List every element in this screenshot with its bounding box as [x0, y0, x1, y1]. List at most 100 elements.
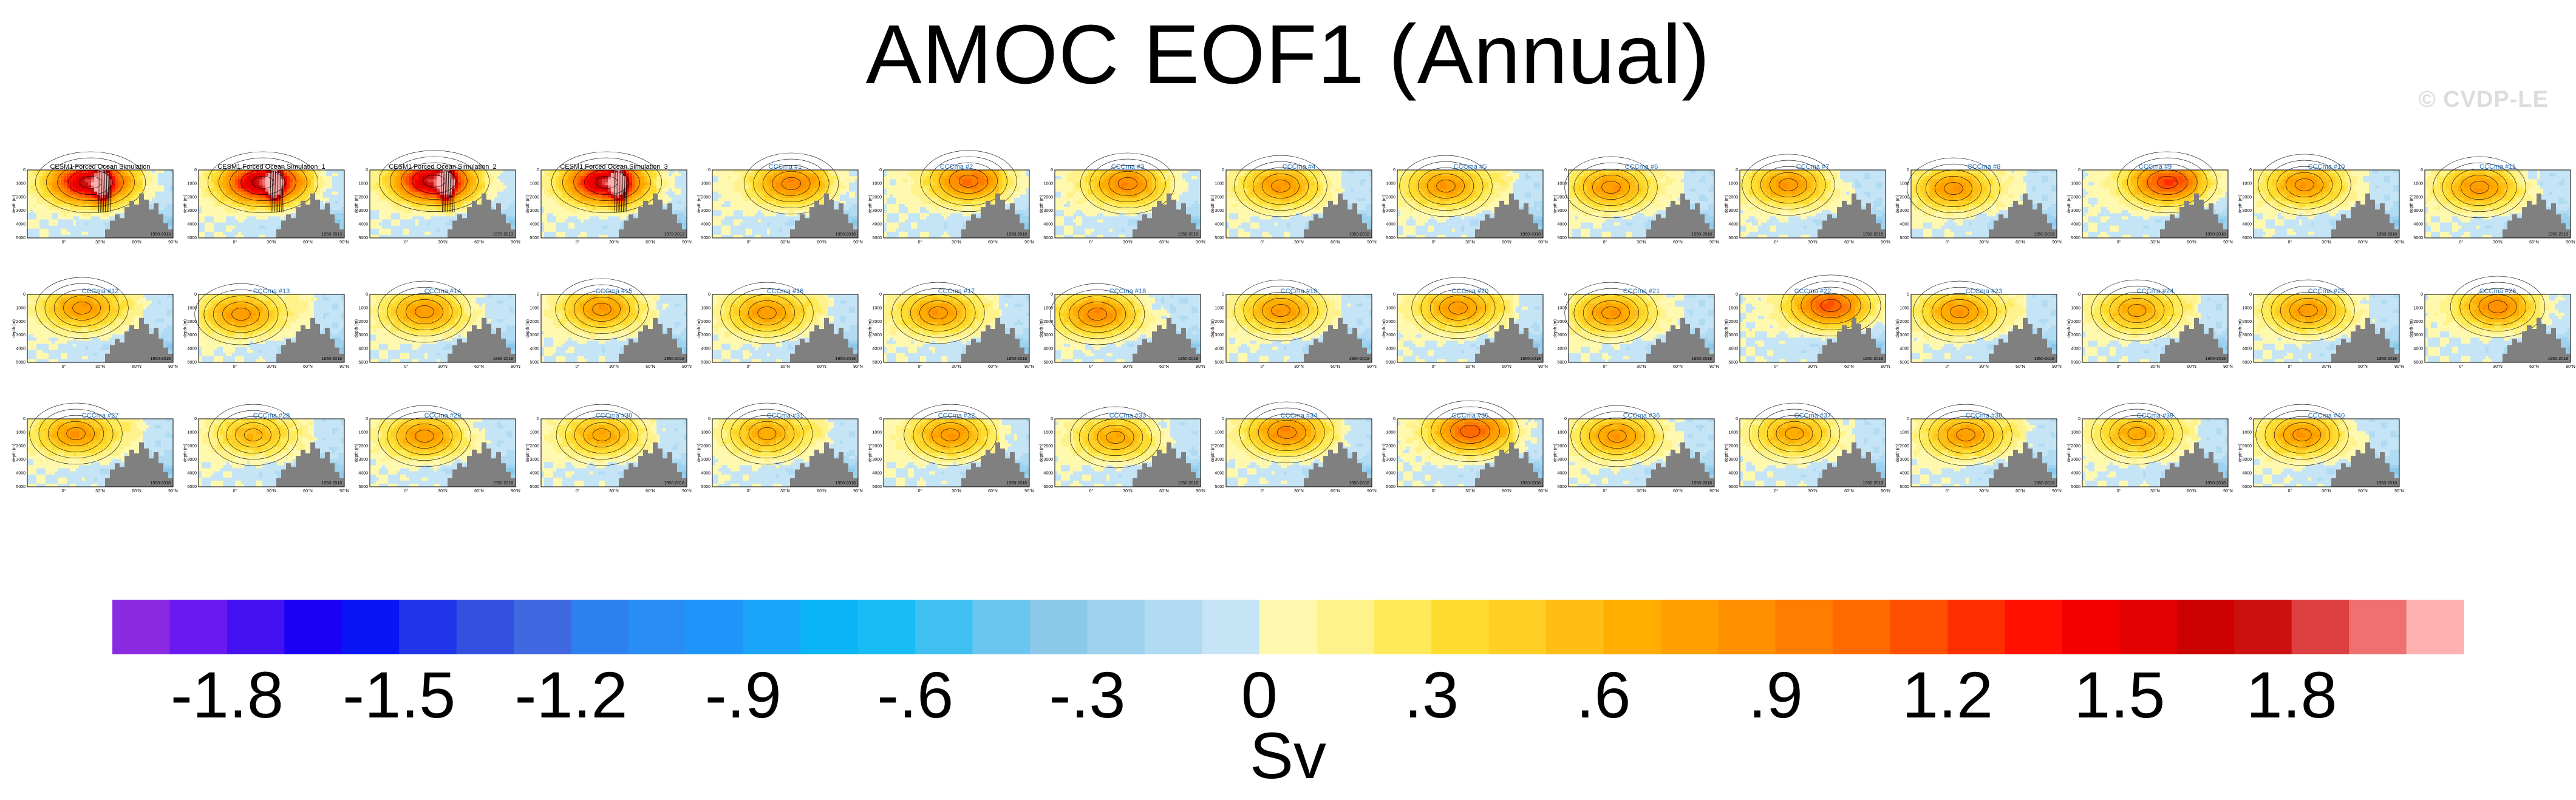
field-cell — [341, 213, 345, 217]
field-cell — [49, 231, 52, 236]
field-cell — [238, 222, 242, 226]
field-cell — [562, 176, 566, 180]
field-cell — [58, 170, 61, 174]
field-cell — [281, 191, 284, 195]
field-cell — [370, 200, 373, 205]
field-cell — [140, 176, 143, 180]
field-cell — [559, 204, 563, 208]
field-cell — [73, 222, 77, 226]
field-cell — [599, 225, 602, 229]
field-cell — [813, 197, 816, 202]
field-cell — [568, 234, 572, 239]
field-cell — [681, 185, 684, 189]
field-cell — [33, 216, 37, 220]
field-cell — [397, 200, 401, 205]
field-cell — [49, 210, 52, 214]
field-cell — [232, 173, 236, 177]
field-cell — [46, 194, 49, 198]
field-cell — [578, 197, 581, 202]
field-cell — [43, 216, 46, 220]
field-cell — [776, 191, 780, 195]
field-cell — [443, 216, 446, 220]
field-cell — [82, 210, 86, 214]
field-cell — [79, 188, 83, 192]
field-cell — [440, 213, 443, 217]
field-cell — [39, 194, 43, 198]
contour-line — [622, 171, 624, 212]
field-cell — [578, 191, 581, 195]
field-cell — [400, 197, 404, 202]
field-cell — [208, 216, 211, 220]
field-cell — [614, 213, 618, 217]
field-cell — [773, 188, 777, 192]
field-cell — [143, 170, 146, 174]
field-cell — [229, 200, 233, 205]
field-cell — [338, 170, 342, 174]
field-cell — [843, 179, 847, 183]
field-cell — [385, 204, 389, 208]
y-tick-label: 3000 — [358, 209, 368, 213]
field-cell — [837, 194, 840, 198]
field-cell — [672, 179, 675, 183]
field-cell — [731, 204, 734, 208]
field-cell — [428, 185, 431, 189]
field-cell — [620, 213, 624, 217]
field-cell — [614, 197, 618, 202]
field-cell — [229, 210, 233, 214]
field-cell — [547, 194, 551, 198]
field-cell — [274, 234, 278, 239]
field-cell — [559, 234, 563, 239]
field-cell — [458, 170, 462, 174]
field-cell — [740, 207, 743, 211]
field-cell — [33, 188, 37, 192]
field-cell — [559, 228, 563, 232]
field-cell — [320, 176, 324, 180]
field-cell — [503, 207, 507, 211]
field-cell — [684, 185, 687, 189]
field-cell — [64, 191, 67, 195]
field-cell — [265, 225, 269, 229]
field-cell — [663, 170, 666, 174]
field-cell — [385, 179, 389, 183]
field-cell — [800, 176, 804, 180]
field-cell — [158, 173, 162, 177]
field-cell — [559, 182, 563, 186]
field-cell — [562, 200, 566, 205]
field-cell — [46, 228, 49, 232]
field-cell — [250, 204, 254, 208]
field-cell — [391, 185, 395, 189]
field-cell — [82, 204, 86, 208]
field-cell — [675, 179, 678, 183]
field-cell — [97, 170, 101, 174]
field-cell — [211, 222, 214, 226]
field-cell — [379, 194, 383, 198]
field-cell — [565, 216, 569, 220]
field-cell — [85, 188, 89, 192]
field-cell — [464, 200, 468, 205]
field-cell — [626, 200, 630, 205]
field-cell — [415, 213, 419, 217]
field-cell — [170, 173, 174, 177]
field-cell — [773, 170, 777, 174]
field-cell — [608, 207, 612, 211]
field-cell — [43, 182, 46, 186]
field-cell — [632, 191, 636, 195]
field-cell — [656, 182, 660, 186]
field-cell — [376, 185, 380, 189]
field-cell — [755, 204, 758, 208]
field-cell — [562, 210, 566, 214]
field-cell — [238, 188, 242, 192]
field-cell — [91, 207, 95, 211]
field-cell — [115, 200, 119, 205]
field-cell — [271, 197, 275, 202]
field-cell — [428, 207, 431, 211]
field-cell — [544, 207, 548, 211]
field-cell — [76, 222, 80, 226]
field-cell — [140, 191, 143, 195]
field-cell — [388, 207, 392, 211]
field-cell — [39, 216, 43, 220]
field-cell — [482, 185, 486, 189]
field-cell — [629, 173, 633, 177]
field-cell — [199, 204, 202, 208]
field-cell — [223, 219, 227, 223]
